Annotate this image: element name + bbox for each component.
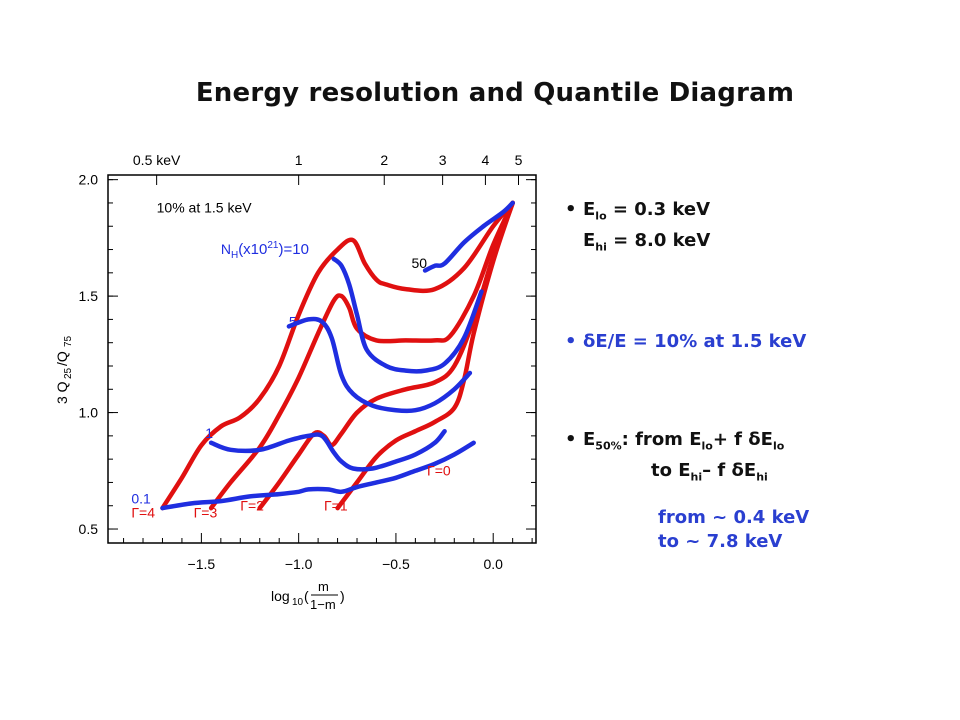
chart-annotation: 0.1 [131,490,151,506]
x-axis-label: log 10 ( m 1−m ) [271,579,345,612]
top-tick-label: 1 [295,152,303,168]
bullet-e50: • E50%: from Elo+ f δElo to Ehi– f δEhi [565,428,784,489]
axis-ticks: −1.5 −1.0 −0.5 0.0 0.5 1.0 1.5 2.0 0.5 keV 1 2 3 4 5 [79,152,536,572]
ehi-label: E [583,229,596,251]
svg-text:25: 25 [63,367,74,379]
energy-range-result: from ~ 0.4 keV to ~ 7.8 keV [658,506,809,554]
series-line-5 [208,428,447,472]
to-delta: – f δE [702,459,757,481]
top-tick-label: 4 [482,152,490,168]
to-text: to E [651,459,691,481]
bullet-energy-range: • Elo = 0.3 keV Ehi = 8.0 keV [565,198,710,259]
y-axis-label: 3 Q 25 /Q 75 [54,335,74,404]
series-group [160,200,515,511]
x-tick-label: −1.0 [285,556,313,572]
chart-annotation: 50 [411,255,427,271]
svg-text:3 Q: 3 Q [54,381,70,404]
y-tick-label: 1.0 [79,405,99,421]
y-tick-label: 1.5 [79,288,99,304]
series-line-0 [160,200,515,511]
from-sub: lo [701,439,713,453]
series-line-8 [422,200,515,273]
svg-text:m: m [318,579,329,594]
chart-annotation: 5 [289,313,297,329]
to-delta-sub: hi [756,470,768,484]
svg-text:(: ( [304,588,309,604]
svg-text:log: log [271,588,290,604]
top-tick-label: 0.5 keV [133,152,181,168]
chart-annotation: Γ=0 [427,462,451,478]
ehi-value: = 8.0 keV [606,229,711,251]
page-title: Energy resolution and Quantile Diagram [195,78,795,108]
from-result: from ~ 0.4 keV [658,507,810,528]
series-line-1 [208,200,515,511]
chart-annotation: Γ=4 [131,504,155,520]
chart-annotation: Γ=2 [240,497,264,513]
annotations-group: 10% at 1.5 keV NH(x1021)=10 50 5 1 Γ=0 0.1Γ=4 Γ… [131,199,451,520]
svg-text:10: 10 [292,597,304,608]
chart-annotation: 10% at 1.5 keV [157,199,253,215]
x-tick-label: 0.0 [483,556,503,572]
svg-text:1−m: 1−m [310,597,336,612]
x-tick-label: −0.5 [382,556,410,572]
from-delta: + f δE [712,429,773,450]
series-line-3 [335,200,515,511]
resolution-text: δE/E = 10% at 1.5 keV [583,331,807,352]
e50-label: E [583,429,596,450]
series-line-7 [331,256,484,374]
top-tick-label: 3 [439,152,447,168]
svg-text:/Q: /Q [54,351,70,366]
elo-sub: lo [595,209,607,223]
to-sub: hi [690,470,703,484]
chart-annotation: Γ=1 [324,497,348,513]
e50-sub: 50% [595,439,622,453]
svg-text:): ) [340,588,345,604]
bullet-dot: • [565,199,577,220]
bullet-resolution: • δE/E = 10% at 1.5 keV [565,330,806,354]
series-line-4 [160,440,476,511]
svg-text:75: 75 [63,335,74,347]
elo-label: E [583,199,596,220]
chart-annotation: 1 [205,425,213,441]
chart-annotation: NH(x1021)=10 [221,240,309,261]
bullet-dot: • [565,331,577,352]
y-tick-label: 2.0 [79,172,99,188]
plot-frame [107,174,537,544]
from-delta-sub: lo [772,439,785,453]
to-result: to ~ 7.8 keV [658,531,783,552]
top-tick-label: 5 [515,152,523,168]
chart-annotation: Γ=3 [194,504,218,520]
x-tick-label: −1.5 [188,556,216,572]
from-text: : from E [621,429,702,450]
series-line-6 [286,316,473,414]
ehi-sub: hi [595,240,607,254]
elo-value: = 0.3 keV [606,199,711,220]
y-tick-label: 0.5 [79,521,99,537]
top-tick-label: 2 [380,152,388,168]
bullet-dot: • [565,429,577,450]
